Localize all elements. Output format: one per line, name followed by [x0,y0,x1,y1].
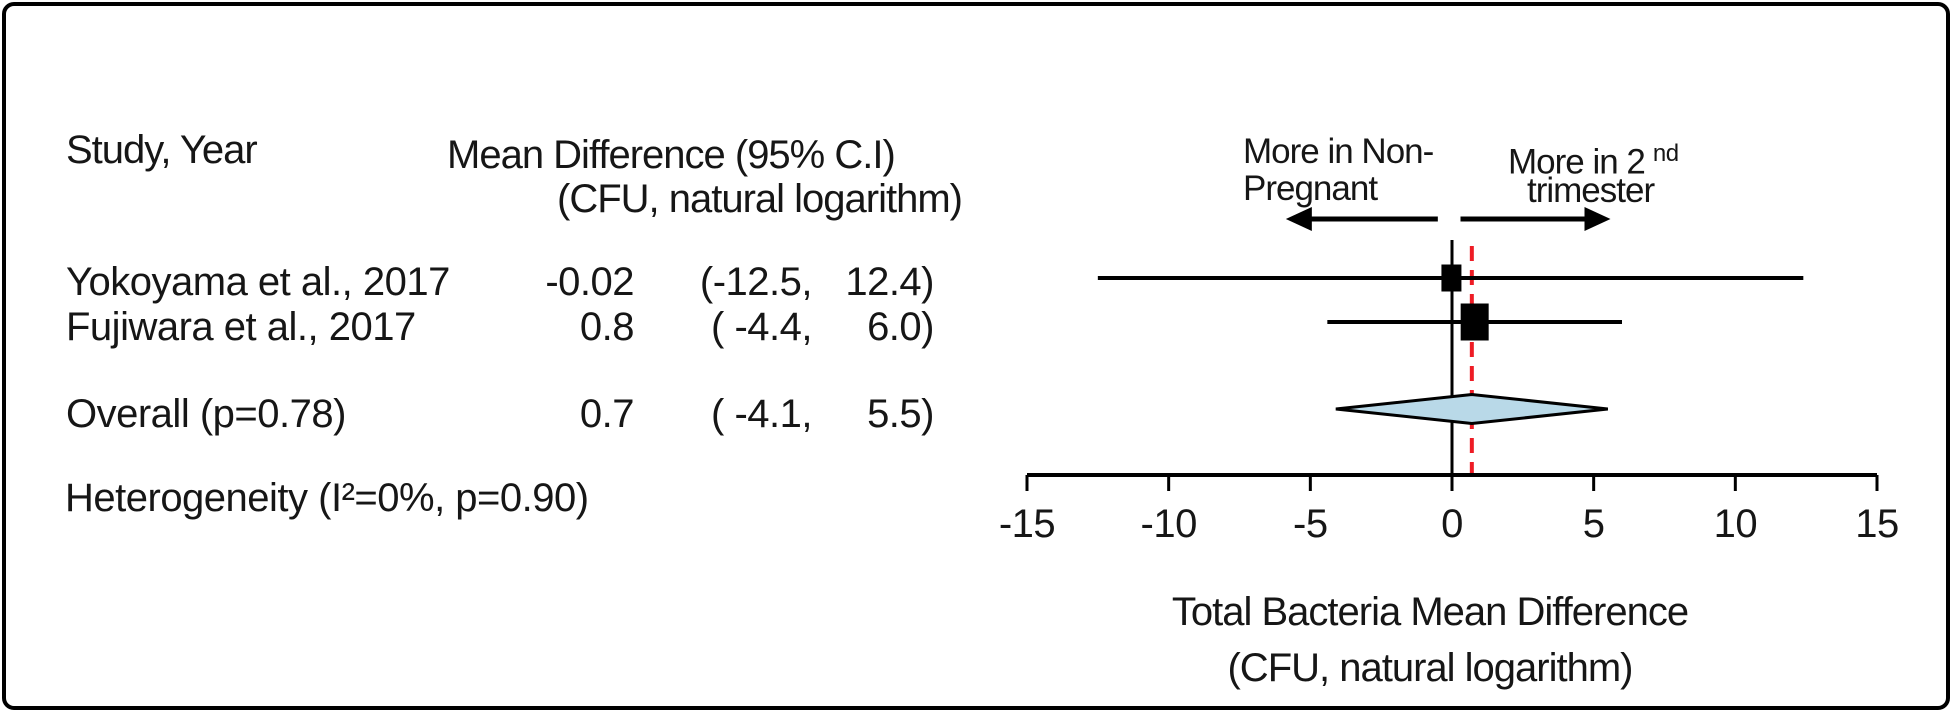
x-axis-title-line1: Total Bacteria Mean Difference [1171,590,1689,634]
study-estimate: 0.8 [579,305,635,349]
study-column-header: Study, Year [66,128,258,172]
effect-column-subheader: (CFU, natural logarithm) [557,177,963,221]
effect-square [1460,303,1489,341]
direction-label-left-line1: More in Non- [1243,132,1434,171]
effect-column-header: Mean Difference (95% C.I) [447,133,896,177]
tick-label: 10 [1714,502,1758,546]
study-name: Fujiwara et al., 2017 [66,305,416,349]
study-estimate: -0.02 [545,260,634,304]
tick-label: -10 [1141,502,1197,546]
study-name: Yokoyama et al., 2017 [66,260,450,304]
tick-label: 0 [1441,502,1463,546]
ordinal-superscript: nd [1652,140,1679,167]
overall-label: Overall (p=0.78) [66,392,346,436]
overall-ci-lower: ( -4.1, [711,392,812,436]
overall-diamond [1335,392,1608,426]
study-ci-lower: (-12.5, [699,260,813,304]
study-ci-upper: 6.0) [867,305,934,349]
tick-label: -15 [999,502,1055,546]
effect-square [1441,264,1462,292]
direction-label-right-text: More in 2 [1508,142,1646,182]
left-arrow-head [1285,207,1312,231]
overall-ci-upper: 5.5) [867,392,934,436]
study-ci-upper: 12.4) [845,260,934,304]
heterogeneity-label: Heterogeneity (I²=0%, p=0.90) [65,476,589,520]
direction-label-right-line2: trimester [1527,171,1655,210]
tick-label: 15 [1855,502,1899,546]
overall-estimate: 0.7 [579,392,635,436]
tick-label: 5 [1583,502,1605,546]
study-ci-lower: ( -4.4, [711,305,812,349]
x-axis-title-line2: (CFU, natural logarithm) [1227,646,1633,690]
tick-label: -5 [1293,502,1328,546]
right-arrow-head [1584,207,1611,231]
direction-label-left-line2: Pregnant [1243,169,1378,208]
